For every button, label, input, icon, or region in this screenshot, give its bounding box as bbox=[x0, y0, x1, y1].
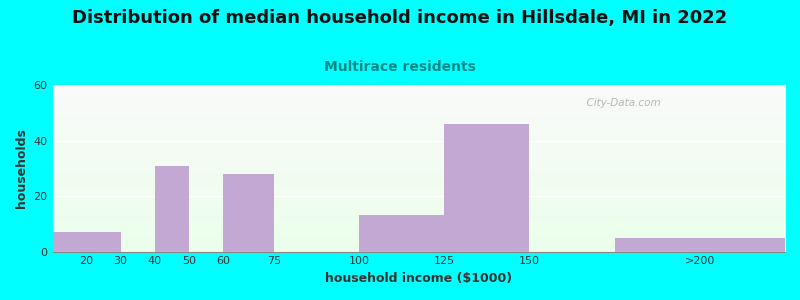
Text: Multirace residents: Multirace residents bbox=[324, 60, 476, 74]
Bar bbox=[223, 174, 274, 252]
Bar bbox=[614, 238, 785, 252]
X-axis label: household income ($1000): household income ($1000) bbox=[326, 272, 512, 285]
Bar bbox=[53, 232, 121, 252]
Bar bbox=[444, 124, 530, 252]
Text: City-Data.com: City-Data.com bbox=[580, 98, 661, 108]
Bar bbox=[359, 215, 444, 252]
Text: Distribution of median household income in Hillsdale, MI in 2022: Distribution of median household income … bbox=[72, 9, 728, 27]
Y-axis label: households: households bbox=[15, 128, 28, 208]
Bar bbox=[154, 166, 189, 252]
